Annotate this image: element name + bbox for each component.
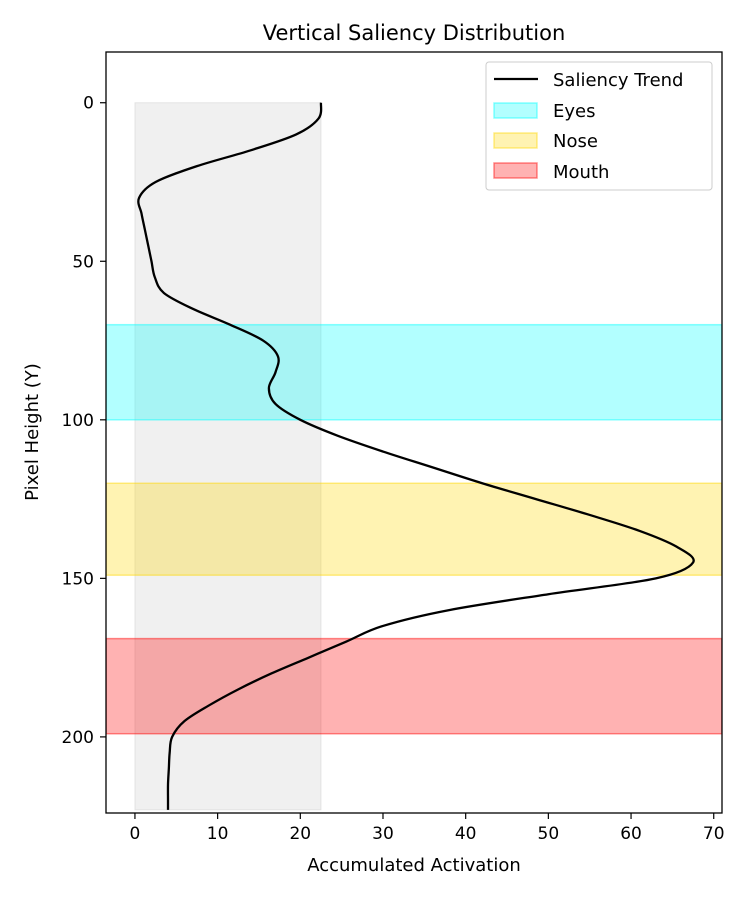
chart-title: Vertical Saliency Distribution [263, 21, 566, 45]
data-layer [137, 102, 695, 810]
legend-swatch-eyes [493, 102, 538, 119]
x-tick-label: 50 [538, 824, 560, 844]
region-band-eyes [106, 323, 722, 421]
legend-box [485, 61, 713, 191]
y-tick-label: 50 [72, 252, 94, 272]
y-axis: 0 50 100 150 200 [62, 94, 106, 748]
legend-label-mouth: Mouth [553, 162, 609, 183]
x-tick-label: 60 [620, 824, 642, 844]
legend-label-eyes: Eyes [553, 101, 595, 122]
legend-label-saliency-trend: Saliency Trend [553, 70, 683, 91]
legend-swatch-nose [493, 132, 538, 149]
x-tick-label: 10 [207, 824, 229, 844]
background-region [134, 102, 322, 811]
x-tick-label: 20 [289, 824, 311, 844]
plot-frame [105, 51, 723, 814]
y-axis-label: Pixel Height (Y) [22, 363, 43, 501]
x-tick-label: 30 [372, 824, 394, 844]
x-tick-label: 0 [130, 824, 141, 844]
x-tick-label: 70 [703, 824, 725, 844]
plot-area [106, 102, 722, 811]
region-band-nose [106, 482, 722, 576]
legend: Saliency Trend Eyes Nose Mouth [485, 61, 713, 191]
region-band-mouth [106, 637, 722, 735]
y-tick-label: 200 [62, 728, 94, 748]
x-tick-label: 40 [455, 824, 477, 844]
legend-label-nose: Nose [553, 131, 598, 152]
y-tick-label: 100 [62, 411, 94, 431]
x-axis-label: Accumulated Activation [307, 855, 521, 876]
legend-swatch-mouth [493, 162, 538, 179]
x-axis: 0 10 20 30 40 50 60 70 [130, 813, 725, 844]
y-tick-label: 150 [62, 569, 94, 589]
series-line-saliency-trend [137, 102, 695, 810]
y-tick-label: 0 [83, 94, 94, 114]
